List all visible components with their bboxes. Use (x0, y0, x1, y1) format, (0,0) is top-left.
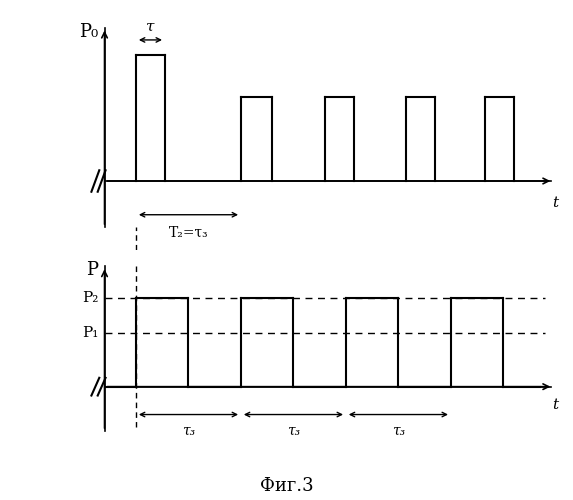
Text: t: t (552, 398, 558, 412)
Text: τ₃: τ₃ (182, 424, 195, 438)
Text: P₁: P₁ (82, 326, 98, 340)
Text: τ: τ (146, 20, 155, 34)
Text: P₀: P₀ (79, 24, 98, 42)
Text: P₂: P₂ (82, 291, 98, 305)
Text: P: P (86, 261, 98, 279)
Text: t: t (552, 196, 558, 210)
Text: T₂=τ₃: T₂=τ₃ (168, 226, 209, 239)
Text: Фиг.3: Фиг.3 (260, 477, 313, 495)
Text: τ₃: τ₃ (392, 424, 405, 438)
Text: τ₃: τ₃ (287, 424, 300, 438)
